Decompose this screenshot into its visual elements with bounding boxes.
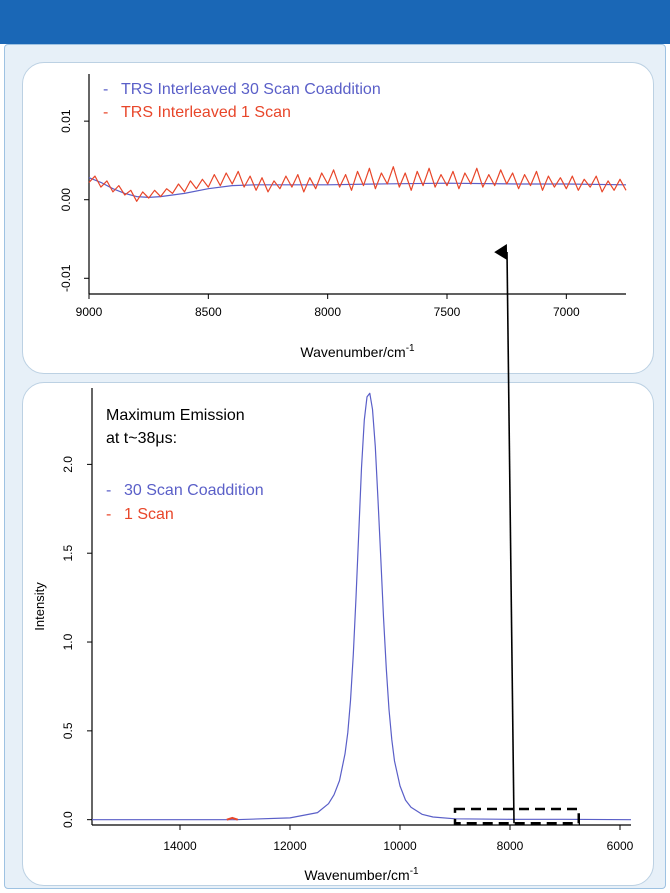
zoom-box [453, 807, 580, 825]
x-tick-label: 8500 [195, 305, 222, 319]
annotation-text: Maximum Emission [106, 407, 245, 424]
x-tick-label: 8000 [314, 305, 341, 319]
bottom-chart: 14000 12000 10000 8000 6000 0.0 0.5 1.0 1.5 2.0 Wa… [32, 388, 634, 883]
x-tick-label: 10000 [383, 839, 417, 853]
legend-mark: - [103, 81, 108, 98]
y-axis-label: Intensity [32, 582, 47, 631]
x-tick-label: 7000 [553, 305, 580, 319]
legend-label: TRS Interleaved 30 Scan Coaddition [121, 81, 381, 98]
x-tick-label: 6000 [607, 839, 634, 853]
legend-label: TRS Interleaved 1 Scan [121, 104, 291, 121]
x-axis-label: Wavenumber/cm-1 [304, 866, 419, 883]
y-tick-label: 1.5 [61, 545, 75, 562]
annotation-text: at t~38μs: [106, 430, 177, 447]
legend-mark: - [106, 482, 111, 499]
x-tick-label: 9000 [76, 305, 103, 319]
y-tick-label: 0.0 [61, 811, 75, 828]
series-line-0 [88, 177, 627, 198]
legend-mark: - [106, 506, 111, 523]
legend-mark: - [103, 104, 108, 121]
x-tick-label: 14000 [163, 839, 197, 853]
x-tick-label: 8000 [497, 839, 524, 853]
x-tick-label: 12000 [273, 839, 307, 853]
legend-label: 1 Scan [124, 506, 174, 523]
y-tick-label: 0.00 [59, 188, 73, 212]
series-line-0 [92, 392, 632, 821]
x-tick-label: 7500 [434, 305, 461, 319]
y-tick-label: 0.01 [59, 109, 73, 133]
zoom-overlay [453, 244, 580, 825]
zoom-arrow [494, 244, 515, 824]
y-tick-label: -0.01 [59, 264, 73, 292]
legend-label: 30 Scan Coaddition [124, 482, 264, 499]
top-chart-panel [22, 62, 654, 374]
header-bar [0, 0, 670, 44]
x-axis-label: Wavenumber/cm-1 [300, 343, 415, 360]
series-line-1 [88, 166, 627, 202]
y-tick-label: 1.0 [61, 633, 75, 650]
top-chart: 9000 8500 8000 7500 7000 -0.01 0.00 0.01 Wavenum… [59, 74, 627, 360]
y-tick-label: 2.0 [61, 456, 75, 473]
series-line-1 [226, 816, 239, 821]
bottom-chart-panel [22, 382, 654, 886]
y-tick-label: 0.5 [61, 722, 75, 739]
